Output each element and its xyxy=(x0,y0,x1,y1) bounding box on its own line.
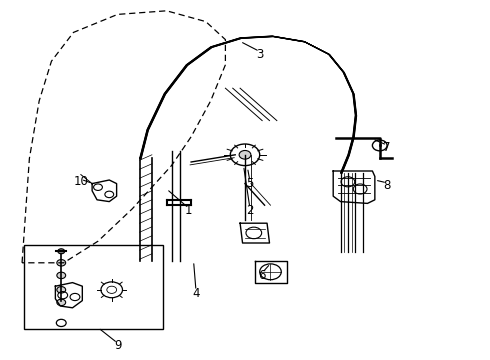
Circle shape xyxy=(57,287,66,293)
Text: 8: 8 xyxy=(383,179,391,192)
Text: 4: 4 xyxy=(192,287,200,300)
Text: 3: 3 xyxy=(256,48,264,60)
Text: 1: 1 xyxy=(185,204,193,217)
Circle shape xyxy=(57,272,66,279)
Circle shape xyxy=(58,249,65,254)
Text: 7: 7 xyxy=(383,141,391,154)
Circle shape xyxy=(57,260,66,266)
Text: 5: 5 xyxy=(246,177,254,190)
Text: 2: 2 xyxy=(246,204,254,217)
Text: 6: 6 xyxy=(258,269,266,282)
Circle shape xyxy=(239,150,251,159)
Circle shape xyxy=(57,299,66,306)
Text: 10: 10 xyxy=(74,175,88,188)
Text: 9: 9 xyxy=(114,339,122,352)
Bar xyxy=(24,245,163,329)
